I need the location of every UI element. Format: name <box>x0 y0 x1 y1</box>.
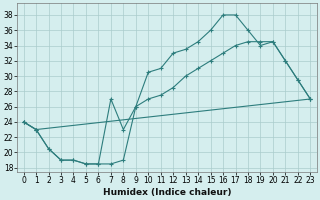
X-axis label: Humidex (Indice chaleur): Humidex (Indice chaleur) <box>103 188 231 197</box>
